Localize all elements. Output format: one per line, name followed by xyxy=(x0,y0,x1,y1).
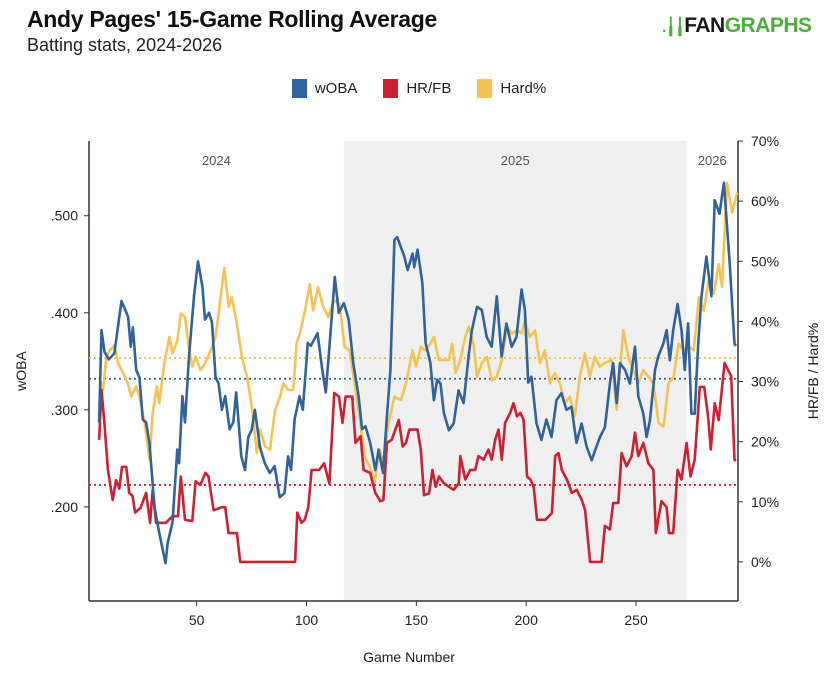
series-line-hrfb xyxy=(97,361,737,564)
legend-item-woba: wOBA xyxy=(291,79,357,98)
y2-tick-label: 10% xyxy=(751,494,779,510)
y2-tick-label: 70% xyxy=(751,133,779,149)
legend-swatch xyxy=(291,79,307,98)
legend: wOBA HR/FB Hard% xyxy=(0,79,838,98)
series-line-hard xyxy=(97,181,739,485)
y2-tick-label: 0% xyxy=(751,554,771,570)
y2-axis-title: HR/FB / Hard% xyxy=(805,323,821,419)
season-label: 2025 xyxy=(501,153,530,168)
season-shade-2025 xyxy=(343,141,687,601)
x-tick-label: 50 xyxy=(189,612,205,628)
y2-tick-label: 20% xyxy=(751,434,779,450)
x-tick-label: 100 xyxy=(295,612,319,628)
legend-swatch xyxy=(477,79,493,98)
batter-icon: .╽╽ xyxy=(662,19,685,36)
x-tick-label: 200 xyxy=(515,612,539,628)
y-axis-title: wOBA xyxy=(13,351,29,392)
x-axis-title: Game Number xyxy=(363,649,455,665)
y2-tick-label: 40% xyxy=(751,313,779,329)
x-tick-label: 150 xyxy=(405,612,429,628)
series-line-woba xyxy=(97,181,738,565)
y2-tick-label: 50% xyxy=(751,253,779,269)
legend-item-hard: Hard% xyxy=(477,79,546,98)
season-label: 2024 xyxy=(202,153,231,168)
y2-tick-label: 30% xyxy=(751,374,779,390)
season-label: 2026 xyxy=(698,153,727,168)
legend-item-hrfb: HR/FB xyxy=(383,79,451,98)
legend-swatch xyxy=(383,79,399,98)
chart-title: Andy Pages' 15-Game Rolling Average xyxy=(27,6,437,32)
chart-subtitle: Batting stats, 2024-2026 xyxy=(27,35,223,55)
y-tick-label: .400 xyxy=(51,305,78,321)
y-tick-label: .300 xyxy=(51,402,78,418)
y2-tick-label: 60% xyxy=(751,193,779,209)
y-tick-label: .500 xyxy=(51,208,78,224)
fangraphs-logo: .╽╽FANGRAPHS xyxy=(662,14,812,37)
x-tick-label: 250 xyxy=(624,612,648,628)
y-tick-label: .200 xyxy=(51,499,78,515)
